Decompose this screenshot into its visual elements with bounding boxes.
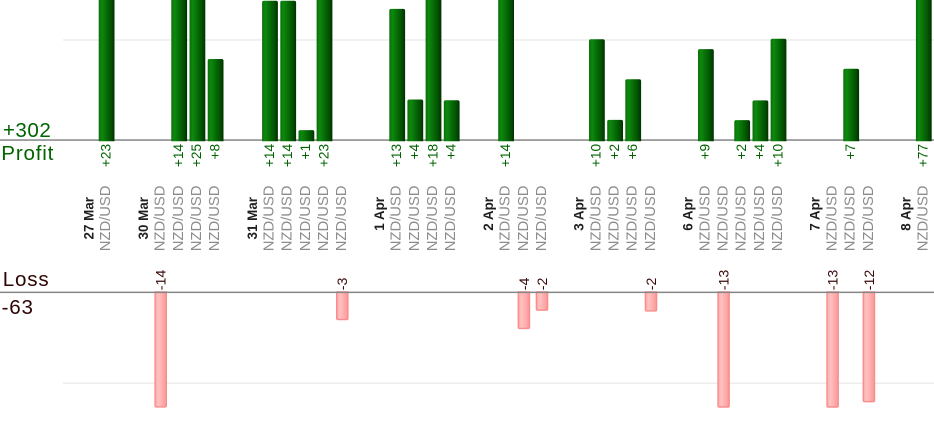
svg-text:+10: +10: [589, 144, 604, 168]
svg-text:8 Apr: 8 Apr: [899, 196, 914, 231]
svg-text:NZD/USD: NZD/USD: [153, 186, 169, 252]
svg-text:NZD/USD: NZD/USD: [425, 186, 441, 252]
svg-text:-2: -2: [535, 277, 551, 290]
svg-text:-14: -14: [154, 270, 170, 291]
svg-text:+25: +25: [189, 144, 204, 168]
svg-text:+23: +23: [316, 144, 331, 168]
svg-text:NZD/USD: NZD/USD: [915, 186, 931, 252]
svg-text:NZD/USD: NZD/USD: [498, 185, 514, 251]
svg-text:NZD/USD: NZD/USD: [207, 186, 223, 252]
svg-text:-3: -3: [335, 277, 351, 290]
svg-text:+4: +4: [407, 144, 422, 160]
svg-text:+77: +77: [916, 144, 931, 167]
svg-text:NZD/USD: NZD/USD: [316, 186, 332, 252]
svg-text:NZD/USD: NZD/USD: [861, 186, 877, 252]
svg-text:+2: +2: [734, 144, 749, 160]
svg-text:NZD/USD: NZD/USD: [189, 186, 205, 252]
svg-text:NZD/USD: NZD/USD: [716, 186, 732, 252]
svg-text:NZD/USD: NZD/USD: [607, 186, 623, 252]
svg-text:NZD/USD: NZD/USD: [407, 186, 423, 252]
svg-text:NZD/USD: NZD/USD: [697, 186, 713, 252]
svg-text:+14: +14: [280, 144, 295, 168]
svg-text:+13: +13: [389, 144, 404, 168]
svg-text:-2: -2: [644, 277, 660, 290]
svg-text:Profit: Profit: [1, 142, 54, 165]
svg-text:+14: +14: [262, 144, 277, 168]
svg-text:+302: +302: [3, 119, 51, 142]
svg-text:NZD/USD: NZD/USD: [734, 186, 750, 252]
svg-text:+2: +2: [607, 144, 622, 160]
svg-text:27 Mar: 27 Mar: [81, 196, 96, 239]
svg-text:NZD/USD: NZD/USD: [334, 186, 350, 252]
svg-text:NZD/USD: NZD/USD: [770, 186, 786, 252]
svg-text:+6: +6: [625, 144, 640, 160]
svg-text:NZD/USD: NZD/USD: [752, 186, 768, 252]
svg-text:NZD/USD: NZD/USD: [98, 186, 114, 252]
svg-text:+18: +18: [425, 144, 440, 168]
svg-text:1 Apr: 1 Apr: [372, 196, 387, 231]
svg-text:NZD/USD: NZD/USD: [643, 186, 659, 252]
svg-text:-63: -63: [2, 296, 34, 319]
svg-text:Loss: Loss: [3, 268, 50, 291]
svg-text:-12: -12: [862, 270, 878, 291]
svg-text:3 Apr: 3 Apr: [572, 196, 587, 231]
svg-text:2 Apr: 2 Apr: [481, 196, 496, 231]
svg-text:NZD/USD: NZD/USD: [389, 186, 405, 252]
svg-text:+9: +9: [698, 144, 713, 160]
svg-text:-13: -13: [826, 270, 842, 291]
svg-text:-4: -4: [517, 277, 533, 290]
svg-text:+7: +7: [843, 144, 858, 160]
svg-text:NZD/USD: NZD/USD: [625, 186, 641, 252]
svg-text:NZD/USD: NZD/USD: [516, 186, 532, 252]
svg-text:+4: +4: [443, 144, 458, 160]
svg-text:+14: +14: [171, 144, 186, 168]
svg-text:NZD/USD: NZD/USD: [280, 186, 296, 252]
svg-text:NZD/USD: NZD/USD: [262, 186, 278, 252]
svg-text:+10: +10: [770, 144, 785, 168]
svg-text:NZD/USD: NZD/USD: [534, 186, 550, 252]
svg-text:+8: +8: [207, 144, 222, 160]
svg-text:+14: +14: [498, 144, 513, 168]
svg-text:NZD/USD: NZD/USD: [843, 186, 859, 252]
svg-text:6 Apr: 6 Apr: [681, 196, 696, 231]
svg-text:NZD/USD: NZD/USD: [171, 186, 187, 252]
svg-text:+23: +23: [98, 144, 113, 168]
svg-text:NZD/USD: NZD/USD: [825, 186, 841, 252]
svg-text:NZD/USD: NZD/USD: [443, 185, 459, 251]
svg-text:+4: +4: [752, 144, 767, 160]
svg-text:NZD/USD: NZD/USD: [588, 186, 604, 252]
svg-text:7 Apr: 7 Apr: [808, 196, 823, 231]
svg-text:31 Mar: 31 Mar: [245, 196, 260, 239]
svg-text:NZD/USD: NZD/USD: [298, 186, 314, 252]
svg-text:-13: -13: [717, 270, 733, 291]
svg-text:30 Mar: 30 Mar: [136, 196, 151, 239]
svg-text:+1: +1: [298, 144, 313, 160]
